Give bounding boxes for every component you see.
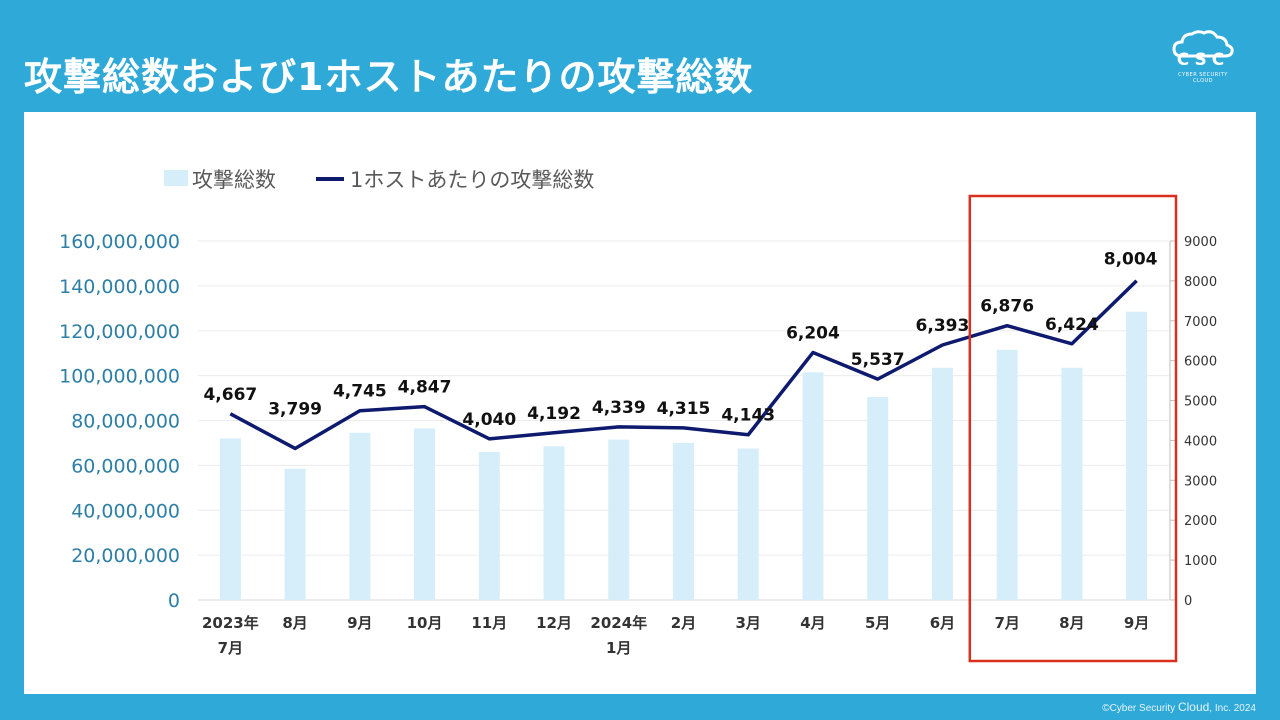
data-label: 6,876: [980, 297, 1034, 317]
left-axis-tick-label: 60,000,000: [71, 455, 180, 477]
data-label: 3,799: [268, 399, 322, 419]
data-label: 6,424: [1045, 315, 1099, 335]
left-axis-tick-label: 160,000,000: [59, 231, 180, 253]
copyright-suffix: , Inc. 2024: [1209, 703, 1256, 714]
left-axis-tick-label: 120,000,000: [59, 321, 180, 343]
data-label: 4,143: [721, 406, 775, 426]
right-axis-tick-label: 5000: [1184, 395, 1217, 410]
right-axis-tick-label: 8000: [1184, 275, 1217, 290]
left-axis-tick-label: 0: [168, 590, 180, 612]
x-axis-tick-label: 10月: [407, 614, 443, 632]
data-label: 4,040: [462, 410, 516, 430]
copyright-prefix: ©Cyber Security: [1102, 703, 1178, 714]
data-label: 4,847: [398, 378, 452, 398]
chart-panel: 0 20,000,000 40,000,000 60,000,000 80,000,00…: [24, 112, 1256, 694]
bar: [802, 372, 824, 600]
right-axis-tick-label: 3000: [1184, 474, 1217, 489]
bar: [673, 442, 694, 600]
data-label: 4,745: [333, 382, 387, 402]
x-axis-tick-label: 6月: [930, 614, 955, 632]
x-axis-tick-label: 7月: [218, 639, 243, 657]
x-axis-tick-label: 8月: [1059, 614, 1084, 632]
bar: [219, 438, 241, 600]
left-axis-tick-label: 80,000,000: [71, 411, 180, 433]
data-label: 6,204: [786, 324, 840, 344]
legend-label: 1ホストあたりの攻撃総数: [350, 168, 594, 192]
bar: [608, 439, 630, 600]
x-axis-tick-label: 2024年: [590, 614, 647, 632]
right-axis-tick-label: 6000: [1184, 355, 1217, 370]
data-label: 4,667: [203, 385, 257, 405]
left-axis-tick-label: 140,000,000: [59, 276, 180, 298]
data-label: 8,004: [1104, 250, 1158, 270]
bar: [867, 396, 889, 600]
bar: [931, 367, 953, 600]
x-axis-tick-label: 9月: [1124, 614, 1149, 632]
x-axis-tick-label: 7月: [994, 614, 1019, 632]
right-axis-tick-label: 9000: [1184, 235, 1217, 250]
legend-swatch-bar: [164, 170, 188, 186]
x-axis-tick-label: 11月: [471, 614, 507, 632]
right-axis-tick-label: 0: [1184, 594, 1192, 609]
x-axis-tick-label: 5月: [865, 614, 890, 632]
bar: [996, 349, 1018, 600]
x-axis-tick-label: 4月: [800, 614, 825, 632]
bar: [284, 468, 306, 600]
x-axis-tick-label: 12月: [536, 614, 572, 632]
bar: [414, 428, 436, 600]
bar: [478, 451, 500, 600]
x-axis-tick-label: 2023年: [202, 614, 259, 632]
bar: [349, 432, 371, 600]
right-axis-tick-label: 1000: [1184, 554, 1217, 569]
page-title: 攻撃総数および1ホストあたりの攻撃総数: [24, 55, 754, 99]
copyright-notice: ©Cyber Security Cloud, Inc. 2024: [1102, 700, 1256, 714]
highlight-box: [968, 194, 1178, 663]
data-label: 6,393: [916, 316, 970, 336]
bar: [1126, 311, 1148, 600]
combo-chart: 0 20,000,000 40,000,000 60,000,000 80,000,00…: [59, 168, 1217, 663]
x-axis-tick-label: 8月: [282, 614, 307, 632]
x-axis-tick-label: 1月: [606, 639, 631, 657]
logo-subtext: CYBER SECURITY CLOUD: [1178, 72, 1228, 84]
logo-text: CSC: [1176, 50, 1230, 70]
x-axis-tick-label: 3月: [736, 614, 761, 632]
bar: [543, 446, 565, 600]
right-axis-tick-label: 4000: [1184, 434, 1217, 449]
copyright-brand: Cloud: [1177, 700, 1210, 714]
left-axis-tick-label: 100,000,000: [59, 366, 180, 388]
data-label: 4,192: [527, 404, 581, 424]
bar: [1061, 367, 1083, 600]
cloud-logo-icon: [1172, 30, 1234, 58]
line-series: [229, 279, 1138, 451]
company-logo: CSC CYBER SECURITY CLOUD: [1170, 28, 1240, 84]
x-axis-tick-label: 9月: [347, 614, 372, 632]
right-axis-tick-label: 2000: [1184, 514, 1217, 529]
bar: [737, 448, 759, 600]
right-axis-tick-label: 7000: [1184, 315, 1217, 330]
left-axis-tick-label: 20,000,000: [71, 545, 180, 567]
data-label: 5,537: [851, 350, 905, 370]
x-axis-tick-label: 2月: [671, 614, 696, 632]
data-label: 4,339: [592, 398, 646, 418]
left-axis-tick-label: 40,000,000: [71, 500, 180, 522]
legend-label: 攻撃総数: [192, 168, 276, 192]
data-label: 4,315: [657, 399, 711, 419]
